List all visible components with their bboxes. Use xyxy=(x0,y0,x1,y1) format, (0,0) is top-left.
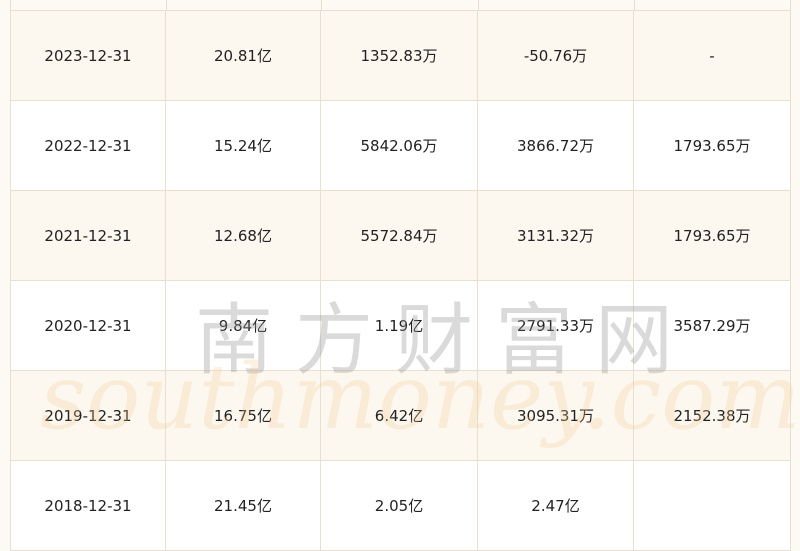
value-cell: 1793.65万 xyxy=(633,100,791,191)
value-cell: 20.81亿 xyxy=(165,10,321,101)
table-row: 2023-12-31 20.81亿 1352.83万 -50.76万 - xyxy=(10,10,791,101)
value-cell: -50.76万 xyxy=(477,10,634,101)
table-row: 2019-12-31 16.75亿 6.42亿 3095.31万 2152.38万 xyxy=(10,370,791,461)
date-cell: 2020-12-31 xyxy=(10,280,166,371)
value-cell xyxy=(633,460,791,551)
financial-table: 2023-12-31 20.81亿 1352.83万 -50.76万 -2022-12-… xyxy=(10,10,791,551)
value-cell: 2.47亿 xyxy=(477,460,634,551)
value-cell: 12.68亿 xyxy=(165,190,321,281)
value-cell: - xyxy=(633,10,791,101)
value-cell: 6.42亿 xyxy=(320,370,478,461)
table-row: 2021-12-31 12.68亿 5572.84万 3131.32万 1793.65万 xyxy=(10,190,791,281)
value-cell: 5842.06万 xyxy=(320,100,478,191)
table-row: 2018-12-31 21.45亿 2.05亿 2.47亿 xyxy=(10,460,791,551)
value-cell: 1352.83万 xyxy=(320,10,478,101)
table-row: 2020-12-31 9.84亿 1.19亿 2791.33万 3587.29万 xyxy=(10,280,791,371)
value-cell: 2791.33万 xyxy=(477,280,634,371)
table-top-edge xyxy=(10,0,791,10)
date-cell: 2023-12-31 xyxy=(10,10,166,101)
value-cell: 2.05亿 xyxy=(320,460,478,551)
value-cell: 1.19亿 xyxy=(320,280,478,371)
value-cell: 5572.84万 xyxy=(320,190,478,281)
value-cell: 2152.38万 xyxy=(633,370,791,461)
table-row: 2022-12-31 15.24亿 5842.06万 3866.72万 1793.65万 xyxy=(10,100,791,191)
value-cell: 21.45亿 xyxy=(165,460,321,551)
value-cell: 3131.32万 xyxy=(477,190,634,281)
date-cell: 2021-12-31 xyxy=(10,190,166,281)
value-cell: 9.84亿 xyxy=(165,280,321,371)
value-cell: 15.24亿 xyxy=(165,100,321,191)
value-cell: 3866.72万 xyxy=(477,100,634,191)
value-cell: 1793.65万 xyxy=(633,190,791,281)
value-cell: 3587.29万 xyxy=(633,280,791,371)
date-cell: 2018-12-31 xyxy=(10,460,166,551)
date-cell: 2022-12-31 xyxy=(10,100,166,191)
value-cell: 16.75亿 xyxy=(165,370,321,461)
date-cell: 2019-12-31 xyxy=(10,370,166,461)
value-cell: 3095.31万 xyxy=(477,370,634,461)
